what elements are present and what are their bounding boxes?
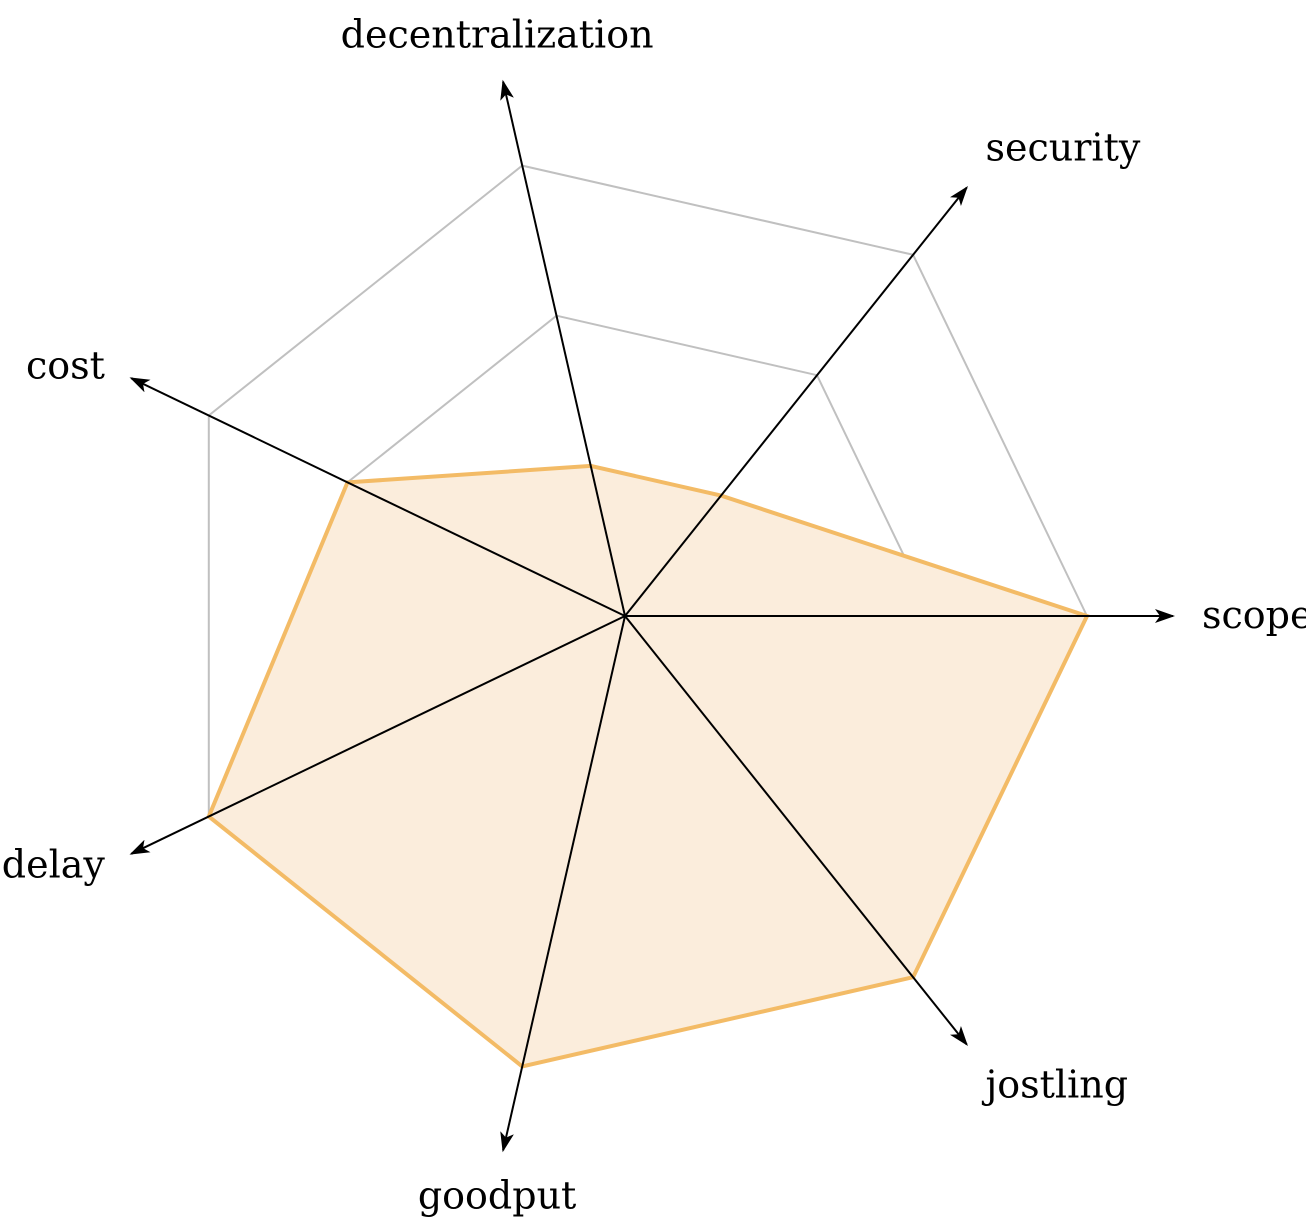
axis-label-cost: cost	[26, 344, 105, 388]
axis-label-scope: scope	[1202, 593, 1306, 637]
axis-cost	[129, 377, 626, 617]
axis-label-jostling: jostling	[982, 1063, 1129, 1107]
axis-labels: scope security decentralization cost delay go…	[2, 12, 1306, 1217]
axis-label-delay: delay	[2, 843, 106, 887]
axis-label-goodput: goodput	[418, 1174, 576, 1218]
axis-label-decentralization: decentralization	[341, 12, 654, 56]
axis-label-security: security	[986, 125, 1141, 169]
axis-delay	[129, 615, 626, 855]
axis-jostling	[624, 615, 968, 1046]
data-series	[206, 463, 1090, 1069]
axis-goodput	[500, 615, 626, 1153]
axes	[129, 79, 1175, 1153]
series-area-0	[206, 463, 1090, 1069]
axis-decentralization	[500, 79, 626, 617]
axis-security	[624, 186, 968, 617]
